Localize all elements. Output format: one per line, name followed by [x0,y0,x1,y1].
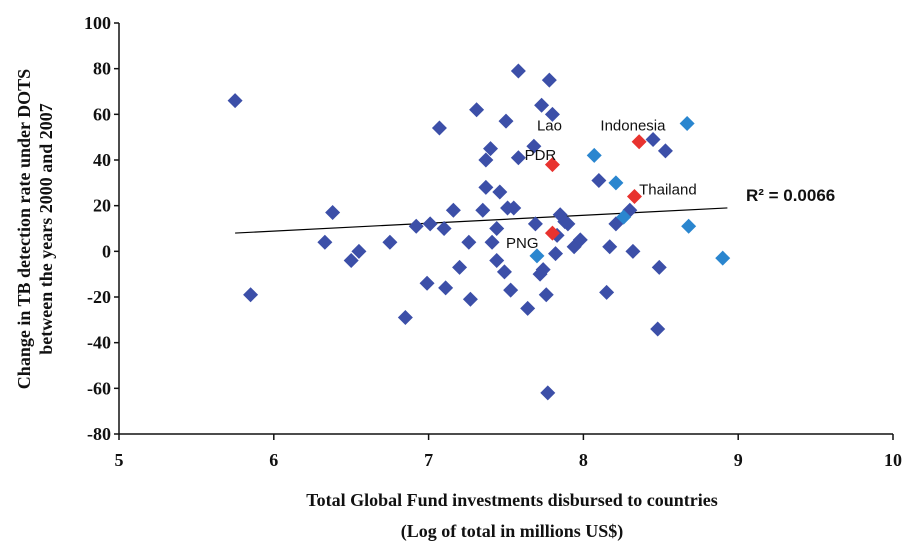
data-point [591,173,607,189]
data-point [431,120,447,136]
data-point [541,72,557,88]
data-point [544,106,560,122]
x-tick-label: 5 [115,450,124,470]
data-point-blue [715,250,731,266]
y-tick-label: -80 [87,424,111,444]
data-point [317,234,333,250]
y-axis-title-line2: between the years 2000 and 2007 [36,103,56,354]
data-point-highlight [626,189,642,205]
data-point-blue [616,209,632,225]
axis-titles: Total Global Fund investments disbursed … [14,69,718,542]
data-point-blue [681,218,697,234]
tick-marks: 100 80 60 40 20 0 -20 -40 -60 -805 6 7 8 9 10 [84,13,902,470]
data-point [469,102,485,118]
data-point-blue [679,115,695,131]
data-point-blue [586,147,602,163]
data-point [351,243,367,259]
x-tick-label: 6 [269,450,278,470]
data-point [540,385,556,401]
data-point [243,287,259,303]
data-point [548,246,564,262]
data-point [527,216,543,232]
data-point [419,275,435,291]
data-point [438,280,454,296]
data-point [475,202,491,218]
y-tick-label: -20 [87,287,111,307]
data-point-highlight [544,225,560,241]
y-tick-label: 80 [93,59,111,79]
data-point [498,113,514,129]
y-tick-label: -40 [87,333,111,353]
annotation-lao: Lao [537,117,562,134]
x-axis-title-line2: (Log of total in millions US$) [401,521,624,542]
data-point [645,131,661,147]
data-point-blue [608,175,624,191]
data-points [227,63,731,401]
data-point [422,216,438,232]
y-tick-label: 100 [84,13,111,33]
x-tick-label: 7 [424,450,433,470]
data-point [484,234,500,250]
annotations: Lao PDR Indonesia Thailand PNG [506,117,697,252]
data-point [650,321,666,337]
data-point [445,202,461,218]
data-point [227,93,243,109]
x-axis-title-line1: Total Global Fund investments disbursed … [306,490,717,510]
data-point [651,259,667,275]
y-tick-label: -60 [87,378,111,398]
data-point [478,179,494,195]
data-point [657,143,673,159]
data-point [520,300,536,316]
data-point [526,138,542,154]
data-point [535,262,551,278]
r-squared-label: R² = 0.0066 [746,186,835,205]
data-point [489,221,505,236]
data-point [510,63,526,79]
y-tick-label: 20 [93,196,111,216]
y-tick-label: 0 [102,241,111,261]
data-point [602,239,618,255]
data-point [560,216,576,232]
data-point [534,97,550,113]
axes [118,23,893,435]
data-point [483,141,499,157]
y-tick-label: 40 [93,150,111,170]
trendline-group: R² = 0.0066 [235,186,835,234]
annotation-pdr: PDR [525,147,557,164]
data-point-highlight [631,134,647,150]
data-point [599,284,615,300]
data-point-highlight [544,157,560,173]
data-point [343,252,359,268]
data-point [462,291,478,307]
annotation-png: PNG [506,235,539,252]
data-point [572,232,588,248]
x-tick-label: 10 [884,450,902,470]
data-point [452,259,468,275]
data-point [503,282,519,298]
data-point [492,184,508,200]
data-point [325,205,341,221]
data-point [436,221,452,236]
data-point [461,234,477,250]
annotation-thailand: Thailand [639,181,697,198]
annotation-indonesia: Indonesia [600,117,666,134]
trendline [235,207,728,234]
data-point [408,218,424,234]
data-point [382,234,398,250]
data-point [538,287,554,303]
data-point [478,152,494,168]
data-point-blue [529,248,545,264]
data-point [506,200,522,216]
data-point [489,252,505,268]
x-tick-label: 9 [734,450,743,470]
data-point [625,243,641,259]
data-point [510,150,526,166]
data-point [397,310,413,326]
x-tick-label: 8 [579,450,588,470]
y-axis-title-line1: Change in TB detection rate under DOTS [14,69,34,389]
data-point [496,264,512,280]
y-tick-label: 60 [93,104,111,124]
